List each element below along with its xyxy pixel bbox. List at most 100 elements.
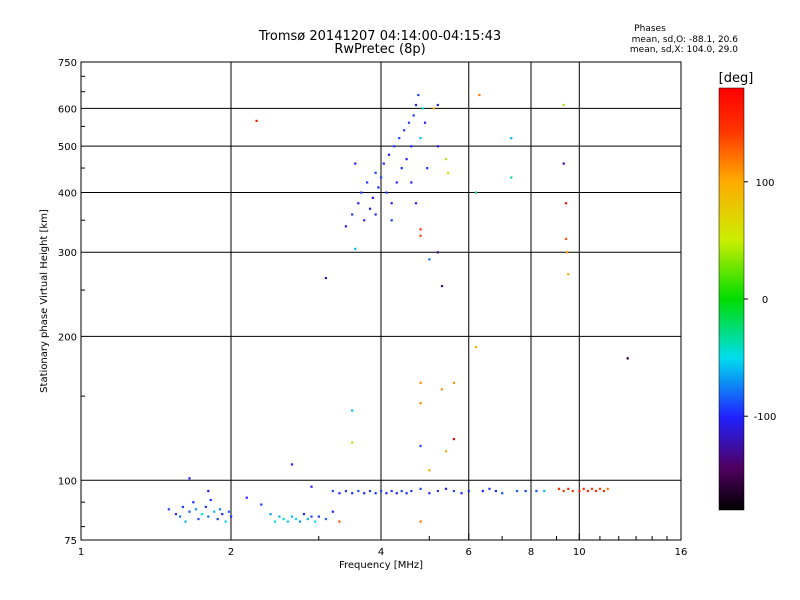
data-point: [354, 247, 357, 250]
data-point: [368, 207, 372, 210]
data-point: [421, 107, 424, 110]
data-point: [302, 513, 306, 516]
data-point: [419, 234, 422, 237]
colorbar-label: [deg]: [719, 71, 754, 86]
data-point: [578, 489, 581, 493]
data-point: [419, 137, 422, 140]
data-point: [557, 487, 561, 490]
data-point: [419, 487, 422, 490]
data-point: [403, 129, 406, 132]
data-point: [181, 505, 184, 509]
data-point: [510, 176, 513, 179]
x-tick-label: 16: [675, 547, 688, 558]
data-point: [410, 181, 413, 184]
data-point: [260, 503, 263, 506]
colorbar-ticks: 100 0 -100: [744, 178, 776, 423]
data-point: [290, 463, 294, 466]
data-point: [481, 489, 484, 493]
data-point: [562, 103, 565, 107]
data-point: [412, 114, 415, 117]
data-point: [444, 158, 448, 161]
y-tick-label: 100: [58, 476, 77, 487]
x-axis-label: Frequency [MHz]: [339, 560, 423, 571]
data-point: [414, 103, 418, 107]
data-point: [444, 487, 448, 490]
data-point: [436, 145, 439, 148]
data-point: [598, 487, 602, 490]
data-point: [423, 121, 427, 124]
data-point: [426, 167, 429, 170]
data-point: [436, 489, 439, 493]
data-point: [395, 492, 398, 495]
y-tick-label: 200: [58, 332, 77, 343]
data-point: [204, 505, 207, 509]
data-point: [317, 515, 320, 518]
y-tick-label: 75: [64, 536, 77, 547]
data-point: [382, 162, 385, 165]
data-point: [184, 520, 187, 523]
data-point: [310, 485, 313, 488]
colorbar-tick-label: 0: [762, 295, 768, 306]
data-point: [428, 469, 431, 472]
data-point: [273, 520, 277, 523]
chart-title: Tromsø 20141207 04:14:00-04:15:43: [258, 29, 501, 44]
y-axis-label: Stationary phase Virtual Height [km]: [39, 209, 50, 393]
y-tick-label: 400: [58, 188, 77, 199]
colorbar-tick-label: -100: [754, 412, 777, 423]
data-point: [363, 219, 366, 222]
data-point: [501, 492, 504, 495]
data-point: [207, 515, 210, 518]
data-point: [564, 202, 568, 205]
y-tick-label: 500: [58, 142, 77, 153]
data-point: [467, 489, 470, 493]
data-point: [567, 487, 570, 490]
x-tick-label: 2: [228, 547, 234, 558]
data-point: [351, 492, 354, 495]
data-point: [374, 213, 377, 216]
data-point: [357, 489, 360, 493]
data-point: [366, 181, 369, 184]
data-point: [524, 489, 527, 493]
data-point: [230, 515, 233, 518]
data-point: [324, 276, 328, 280]
data-point: [286, 520, 289, 523]
data-point: [419, 402, 422, 405]
data-point: [338, 492, 341, 495]
data-point: [188, 477, 191, 480]
data-point: [606, 487, 609, 490]
data-point: [290, 515, 294, 518]
data-point: [446, 171, 450, 174]
chart-subtitle: RwPretec (8p): [334, 42, 425, 57]
data-point: [567, 273, 570, 276]
data-point: [390, 489, 393, 493]
data-point: [594, 489, 598, 493]
data-point: [344, 489, 348, 493]
data-point: [377, 186, 380, 189]
data-point: [227, 510, 231, 513]
data-point: [516, 489, 519, 493]
data-point: [407, 121, 411, 124]
data-point: [363, 492, 366, 495]
data-point: [417, 93, 420, 97]
data-point: [218, 508, 222, 511]
data-point: [562, 489, 565, 493]
grid-lines: [81, 62, 681, 540]
data-point: [452, 489, 456, 493]
data-point: [543, 489, 546, 493]
data-point: [338, 520, 341, 523]
data-point: [419, 228, 422, 231]
data-point: [419, 520, 422, 523]
data-point: [474, 191, 478, 194]
data-point: [207, 489, 210, 493]
x-tick-label: 8: [528, 547, 534, 558]
data-point: [269, 513, 272, 516]
data-point: [192, 501, 195, 504]
data-point: [414, 202, 418, 205]
data-point: [385, 191, 388, 194]
data-point: [535, 489, 538, 493]
data-point: [393, 145, 396, 148]
data-point: [282, 517, 285, 521]
data-point: [440, 284, 444, 288]
data-point: [571, 489, 574, 493]
